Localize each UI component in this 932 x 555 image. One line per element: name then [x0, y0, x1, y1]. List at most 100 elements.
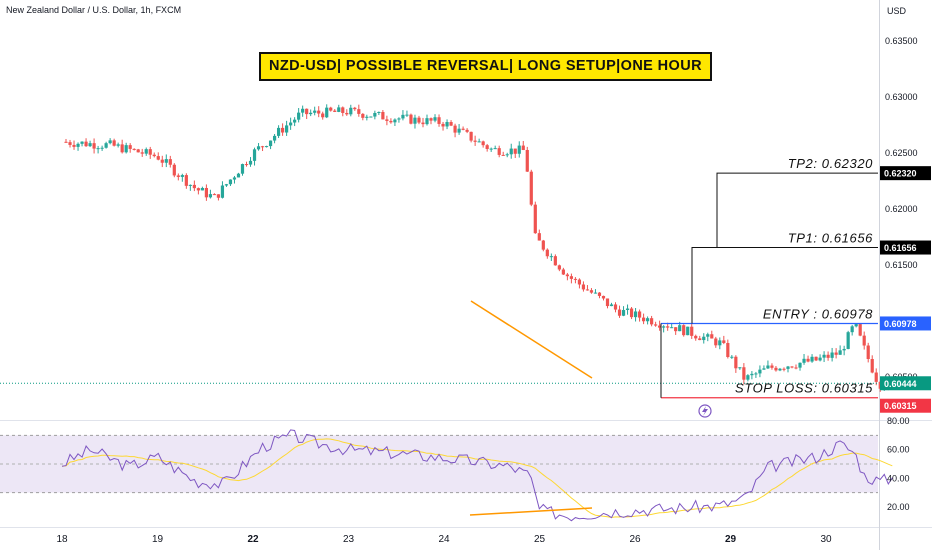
rsi-ma-line — [61, 438, 893, 519]
candle-body — [541, 240, 545, 250]
candle-body — [192, 184, 196, 189]
candle-body — [224, 184, 229, 186]
candle-body — [862, 335, 866, 346]
candle-body — [457, 128, 461, 133]
candle-body — [694, 335, 698, 339]
candle-body — [646, 318, 650, 322]
candle-body — [625, 308, 630, 311]
candle-body — [84, 141, 88, 147]
candle-body — [264, 146, 269, 148]
entry-price-badge: 0.60978 — [884, 319, 917, 329]
candle-body — [758, 369, 762, 374]
price-tick-label: 0.62000 — [885, 204, 918, 214]
candle-body — [469, 131, 473, 141]
candle-body — [866, 345, 870, 360]
candle-body — [489, 148, 493, 150]
tp1-label: TP1: 0.61656 — [788, 231, 873, 246]
stop-price-badge: 0.60315 — [884, 401, 917, 411]
candle-body — [353, 107, 357, 110]
candle-body — [822, 354, 826, 358]
candle-body — [810, 356, 814, 362]
candle-body — [525, 149, 529, 172]
candle-body — [629, 308, 634, 318]
candle-body — [754, 373, 758, 375]
candle-body — [778, 368, 782, 371]
candle-body — [381, 111, 385, 120]
candle-body — [690, 326, 694, 336]
candle-body — [798, 362, 802, 368]
candle-body — [794, 367, 798, 369]
candle-body — [710, 334, 714, 339]
candle-body — [782, 368, 786, 370]
candle-body — [184, 175, 188, 186]
entry-label: ENTRY : 0.60978 — [763, 306, 873, 321]
candle-body — [533, 204, 537, 234]
candle-body — [585, 289, 590, 291]
candle-body — [64, 141, 68, 143]
candle-body — [441, 123, 445, 127]
candle-body — [132, 148, 136, 150]
tp2-path[interactable] — [716, 172, 878, 248]
current-price-badge-bg — [880, 376, 931, 391]
candle-body — [766, 365, 770, 369]
candle-body — [389, 120, 393, 123]
candle-body — [248, 160, 253, 165]
price-tick-label: 0.61500 — [885, 260, 918, 270]
candle-body — [750, 373, 754, 376]
candle-body — [256, 146, 261, 150]
candle-body — [573, 278, 578, 280]
candle-body — [453, 125, 457, 133]
candle-body — [152, 154, 156, 157]
time-tick-label: 18 — [56, 534, 68, 545]
lightning-icon[interactable] — [698, 404, 712, 418]
tp2-price-badge-bg — [880, 166, 931, 181]
symbol-title: New Zealand Dollar / U.S. Dollar, 1h, FX… — [6, 5, 182, 15]
rsi-line — [61, 429, 893, 522]
candle-body — [120, 144, 124, 153]
candle-body — [601, 295, 606, 299]
candle-body — [738, 367, 742, 369]
candle-body — [565, 274, 569, 277]
candle-body — [726, 342, 730, 357]
candle-body — [473, 140, 477, 142]
candle-body — [164, 159, 168, 163]
candle-body — [850, 326, 854, 333]
candle-body — [505, 154, 509, 156]
candle-body — [842, 348, 846, 351]
candle-body — [148, 149, 152, 155]
candle-body — [208, 194, 213, 198]
candle-body — [128, 145, 132, 149]
current-price-badge: 0.60444 — [884, 379, 917, 389]
candle-body — [100, 147, 104, 149]
candle-body — [637, 311, 642, 318]
candle-body — [577, 279, 582, 285]
entry-price-badge-bg — [880, 316, 931, 331]
candle-body — [774, 367, 778, 371]
candle-body — [670, 327, 674, 329]
candle-body — [786, 366, 790, 369]
candle-body — [838, 350, 842, 355]
candle-body — [561, 269, 565, 275]
candle-body — [465, 129, 469, 132]
time-tick-label: 22 — [247, 534, 259, 545]
candle-body — [405, 114, 409, 116]
candle-body — [244, 164, 249, 166]
candle-body — [702, 336, 706, 341]
candle-body — [854, 324, 858, 327]
candle-body — [108, 140, 112, 144]
rsi-tick-label: 80.00 — [887, 416, 910, 426]
candle-body — [698, 338, 702, 341]
candle-body — [678, 325, 682, 332]
lightning-glyph-icon — [702, 406, 708, 416]
candle-body — [252, 149, 257, 161]
candle-body — [104, 143, 108, 148]
candle-body — [549, 256, 553, 258]
candle-body — [621, 310, 626, 316]
rsi-divergence-line — [469, 507, 593, 516]
tp1-path[interactable] — [691, 247, 878, 324]
price-tick-label: 0.63000 — [885, 92, 918, 102]
candle-body — [802, 358, 806, 363]
candle-body — [88, 143, 92, 147]
